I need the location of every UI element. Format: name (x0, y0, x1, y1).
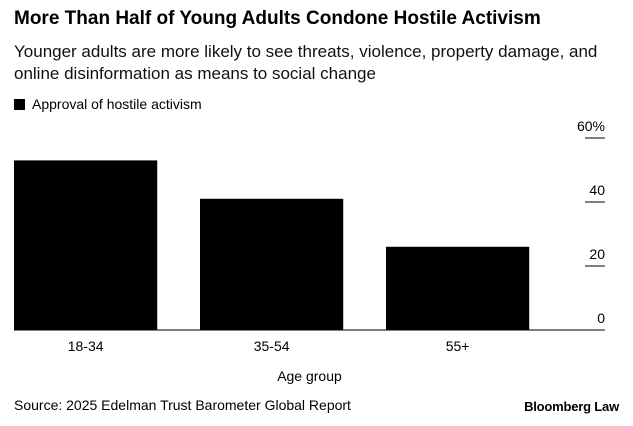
x-tick-label: 55+ (446, 338, 470, 354)
x-tick-label: 18-34 (68, 338, 104, 354)
brand-logo: Bloomberg Law (524, 399, 619, 414)
legend-label: Approval of hostile activism (32, 96, 202, 112)
x-axis-label: Age group (277, 368, 342, 384)
x-tick-label: 35-54 (254, 338, 290, 354)
chart-title: More Than Half of Young Adults Condone H… (14, 8, 541, 29)
chart-subtitle: Younger adults are more likely to see th… (14, 42, 598, 83)
source-note: Source: 2025 Edelman Trust Barometer Glo… (14, 397, 351, 413)
legend: Approval of hostile activism (14, 96, 202, 112)
y-tick-label: 0 (597, 310, 605, 326)
bar-55+ (386, 246, 530, 330)
y-tick-label: 60% (577, 118, 605, 134)
y-tick-label: 40 (589, 182, 605, 198)
bar-35-54 (200, 198, 344, 330)
y-tick-label: 20 (589, 246, 605, 262)
bar-18-34 (14, 160, 158, 330)
legend-swatch (14, 98, 25, 110)
